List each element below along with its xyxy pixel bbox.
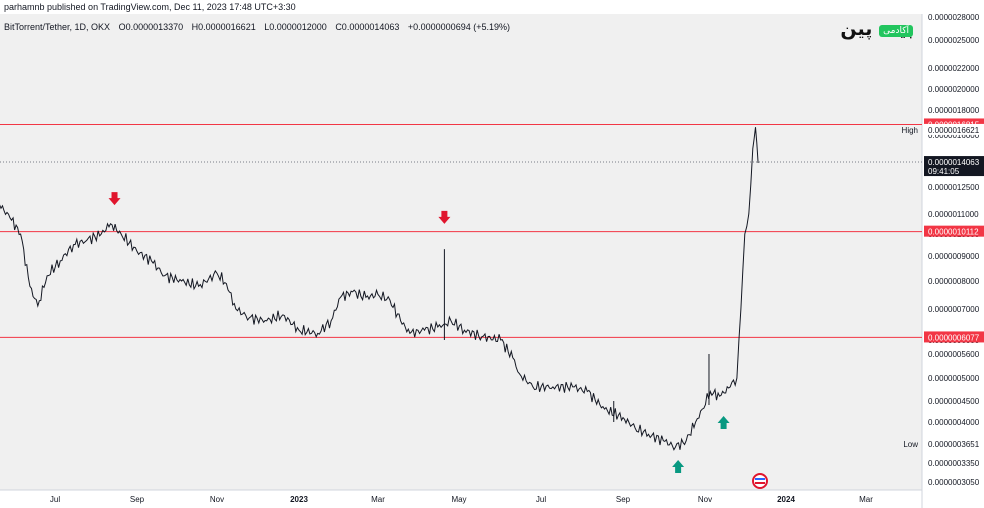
- change-value: +0.0000000694 (+5.19%): [407, 22, 510, 32]
- brand-badge: آکادمی: [879, 25, 913, 37]
- last-price-tag: [924, 156, 984, 177]
- extreme-price-label: 0.0000016621: [928, 126, 980, 135]
- extreme-price-tag: [924, 437, 984, 449]
- price-chart[interactable]: 0.0000028000 0.0000025000 0.0000022000 0.00…: [0, 14, 984, 508]
- extreme-price-tag: [924, 123, 984, 135]
- symbol-name[interactable]: BitTorrent/Tether, 1D, OKX: [4, 22, 111, 32]
- y-tick-label: 0.0000005000: [928, 374, 980, 383]
- x-tick-label: Nov: [210, 495, 224, 504]
- x-tick-label: Mar: [859, 495, 873, 504]
- y-tick-label: 0.0000004500: [928, 397, 980, 406]
- y-tick-label: 0.0000005600: [928, 350, 980, 359]
- price-series: [0, 127, 759, 451]
- x-tick-label: Sep: [130, 495, 145, 504]
- y-tick-label: 0.0000028000: [928, 14, 980, 22]
- y-tick-label: 0.0000022000: [928, 64, 980, 73]
- close-value: C0.0000014063: [335, 22, 400, 32]
- level-price-tag: [924, 331, 984, 343]
- low-value: L0.0000012000: [264, 22, 327, 32]
- x-tick-label: 2023: [290, 495, 308, 504]
- x-tick-labels: Jul Sep Nov 2023 Mar May Jul Sep Nov 2024 Mar: [50, 495, 873, 504]
- arrow-up-icon: [672, 460, 685, 474]
- y-tick-label: 0.0000008000: [928, 277, 980, 286]
- ohlc-legend: BitTorrent/Tether, 1D, OKX O0.0000013370…: [4, 22, 516, 32]
- x-tick-label: May: [451, 495, 466, 504]
- y-tick-label: 0.0000003050: [928, 478, 980, 487]
- event-flag-icon[interactable]: [752, 473, 768, 489]
- plot-area[interactable]: [0, 14, 922, 490]
- x-tick-label: Mar: [371, 495, 385, 504]
- y-tick-label: 0.0000020000: [928, 85, 980, 94]
- level-price-tag: [924, 225, 984, 237]
- extreme-tag-label: High: [902, 126, 918, 135]
- y-tick-label: 0.0000003350: [928, 459, 980, 468]
- x-tick-label: Jul: [50, 495, 60, 504]
- time-axis[interactable]: [0, 490, 922, 508]
- price-axis[interactable]: [922, 14, 984, 508]
- extreme-price-label: 0.0000003651: [928, 440, 980, 449]
- published-text: parhamnb published on TradingView.com, D…: [4, 2, 296, 12]
- level-price-label: 0.0000006077: [928, 333, 980, 342]
- y-tick-label: 0.0000011000: [928, 210, 979, 219]
- y-tick-label: 0.0000016000: [928, 131, 980, 140]
- x-tick-label: Jul: [536, 495, 546, 504]
- arrow-down-icon: [108, 192, 121, 206]
- last-price-label: 0.0000014063: [928, 158, 980, 167]
- countdown-label: 09:41:05: [928, 167, 960, 176]
- extreme-tag-label: Low: [903, 440, 918, 449]
- arrow-up-icon: [717, 416, 730, 429]
- level-price-label: 0.0000010112: [928, 228, 979, 237]
- arrow-down-icon: [438, 210, 451, 224]
- x-tick-label: Sep: [616, 495, 631, 504]
- y-tick-label: 0.0000007000: [928, 305, 980, 314]
- open-value: O0.0000013370: [118, 22, 184, 32]
- publish-header: parhamnb published on TradingView.com, D…: [0, 0, 984, 14]
- x-tick-label: 2024: [777, 495, 795, 504]
- y-tick-label: 0.0000025000: [928, 36, 980, 45]
- high-value: H0.0000016621: [191, 22, 256, 32]
- y-tick-label: 0.0000004000: [928, 418, 980, 427]
- x-tick-label: Nov: [698, 495, 712, 504]
- y-tick-label: 0.0000012500: [928, 183, 980, 192]
- y-tick-label: 0.0000009000: [928, 252, 980, 261]
- y-tick-label: 0.0000018000: [928, 106, 980, 115]
- price-line: [0, 127, 759, 451]
- arrow-annotations: [108, 192, 730, 474]
